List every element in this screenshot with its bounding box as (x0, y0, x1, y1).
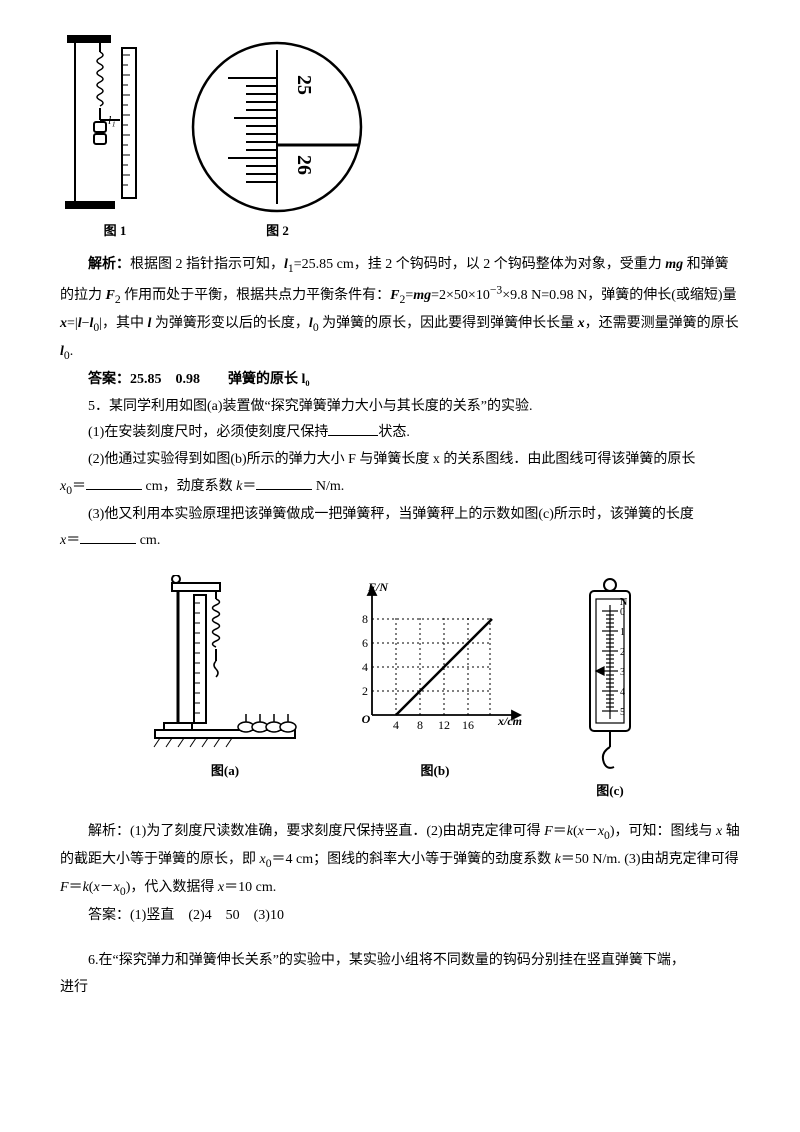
figure-c: N 0 1 2 3 4 5 图(c) (570, 575, 650, 804)
svg-text:2: 2 (362, 684, 368, 698)
figure-a: 图(a) (150, 575, 300, 804)
q5-p2-a: (2)他通过实验得到如图(b)所示的弹力大小 F 与弹簧长度 x 的关系图线．由… (88, 452, 695, 467)
answer-2: 答案：(1)竖直 (2)4 50 (3)10 (60, 903, 740, 930)
svg-text:O: O (362, 712, 371, 726)
svg-text:0: 0 (620, 607, 625, 618)
figure-row-top: l₁ 图 1 (60, 30, 740, 244)
answer-1-text: 25.85 0.98 弹簧的原长 l₀ (130, 372, 310, 387)
svg-text:12: 12 (438, 718, 450, 732)
solution-2: 解析：(1)为了刻度尺读数准确，要求刻度尺保持竖直．(2)由胡克定律可得 F＝k… (60, 819, 740, 903)
blank-k (256, 474, 312, 489)
blank-x (80, 529, 136, 544)
q5-p1: (1)在安装刻度尺时，必须使刻度尺保持 状态. (60, 420, 740, 447)
q5-p1-a: (1)在安装刻度尺时，必须使刻度尺保持 (88, 425, 328, 440)
figure-c-caption: 图(c) (570, 779, 650, 804)
figure-b: F/N x/cm (340, 575, 530, 804)
q5-p1-b: 状态. (378, 425, 410, 440)
blank-state (328, 421, 378, 436)
figure-1: l₁ 图 1 (60, 30, 170, 244)
q5-p2-line2: x0＝ cm，劲度系数 k＝ N/m. (60, 474, 740, 502)
solution-1: 解析：根据图 2 指针指示可知，l1=25.85 cm，挂 2 个钩码时，以 2… (60, 252, 740, 368)
blank-x0 (86, 474, 142, 489)
figure-1-caption: 图 1 (60, 219, 170, 244)
fig2-tick-26: 26 (293, 155, 315, 175)
answer-2-text: (1)竖直 (2)4 50 (3)10 (130, 908, 284, 923)
svg-text:4: 4 (620, 687, 625, 698)
svg-text:4: 4 (393, 718, 399, 732)
svg-text:6: 6 (362, 636, 368, 650)
answer-2-label: 答案： (88, 908, 130, 923)
q5-p3: (3)他又利用本实验原理把该弹簧做成一把弹簧秤，当弹簧秤上的示数如图(c)所示时… (60, 502, 740, 529)
fig2-tick-25: 25 (293, 75, 315, 95)
svg-text:4: 4 (362, 660, 368, 674)
svg-text:2: 2 (620, 647, 625, 658)
svg-text:8: 8 (417, 718, 423, 732)
svg-text:1: 1 (620, 627, 625, 638)
q5-p3-line2: x＝ cm. (60, 528, 740, 555)
q5-p2: (2)他通过实验得到如图(b)所示的弹力大小 F 与弹簧长度 x 的关系图线．由… (60, 447, 740, 474)
figure-a-caption: 图(a) (150, 759, 300, 784)
svg-text:3: 3 (620, 667, 625, 678)
answer-1: 答案：25.85 0.98 弹簧的原长 l₀ (60, 367, 740, 394)
q6-p2: 进行 (60, 975, 740, 1002)
answer-1-label: 答案： (88, 372, 130, 387)
svg-text:5: 5 (620, 707, 625, 718)
svg-text:8: 8 (362, 612, 368, 626)
q5-p3-a: (3)他又利用本实验原理把该弹簧做成一把弹簧秤，当弹簧秤上的示数如图(c)所示时… (88, 507, 694, 522)
figure-b-caption: 图(b) (340, 759, 530, 784)
figure-2: 25 26 图 2 (190, 40, 365, 244)
figure-row-abc: 图(a) F/N x/cm (60, 575, 740, 804)
fig1-label-l1: l₁ (108, 113, 116, 127)
svg-text:16: 16 (462, 718, 474, 732)
q5-title: 5．某同学利用如图(a)装置做“探究弹簧弹力大小与其长度的关系”的实验. (60, 394, 740, 421)
q6-p1: 6.在“探究弹力和弹簧伸长关系”的实验中，某实验小组将不同数量的钩码分别挂在竖直… (60, 948, 740, 975)
figure-2-caption: 图 2 (190, 219, 365, 244)
